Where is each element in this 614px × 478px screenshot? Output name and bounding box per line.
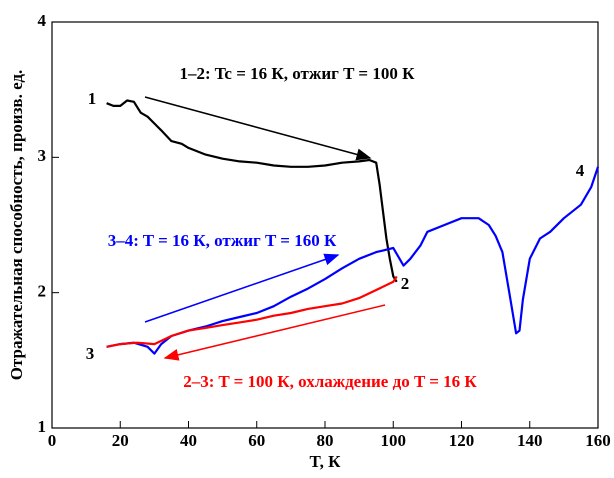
point-label: 3 bbox=[86, 344, 95, 363]
x-tick-label: 20 bbox=[112, 431, 129, 450]
x-tick-label: 120 bbox=[449, 431, 475, 450]
x-tick-label: 80 bbox=[317, 431, 334, 450]
y-axis-label: Отражательная способность, произв. ед. bbox=[7, 70, 26, 381]
arrow bbox=[163, 304, 386, 361]
annotation: 1–2: Tc = 16 К, отжиг T = 100 К bbox=[180, 64, 416, 83]
arrow bbox=[144, 96, 372, 161]
point-label: 2 bbox=[401, 274, 410, 293]
annotation: 3–4: T = 16 К, отжиг T = 160 К bbox=[108, 231, 337, 250]
x-axis-label: T, К bbox=[310, 452, 342, 471]
y-tick-label: 4 bbox=[38, 11, 47, 30]
x-tick-label: 160 bbox=[585, 431, 611, 450]
y-tick-label: 3 bbox=[38, 146, 47, 165]
point-label: 1 bbox=[88, 89, 97, 108]
x-tick-label: 60 bbox=[248, 431, 265, 450]
x-tick-label: 140 bbox=[517, 431, 543, 450]
arrow bbox=[144, 253, 340, 323]
y-tick-label: 2 bbox=[38, 282, 47, 301]
x-tick-label: 0 bbox=[48, 431, 57, 450]
x-tick-label: 100 bbox=[381, 431, 407, 450]
series-line bbox=[106, 99, 398, 283]
series-line bbox=[106, 275, 398, 348]
point-label: 4 bbox=[576, 161, 585, 180]
x-tick-label: 40 bbox=[180, 431, 197, 450]
annotation: 2–3: T = 100 К, охлаждение до T = 16 К bbox=[183, 372, 477, 391]
y-tick-label: 1 bbox=[38, 417, 47, 436]
series-line bbox=[106, 166, 600, 355]
